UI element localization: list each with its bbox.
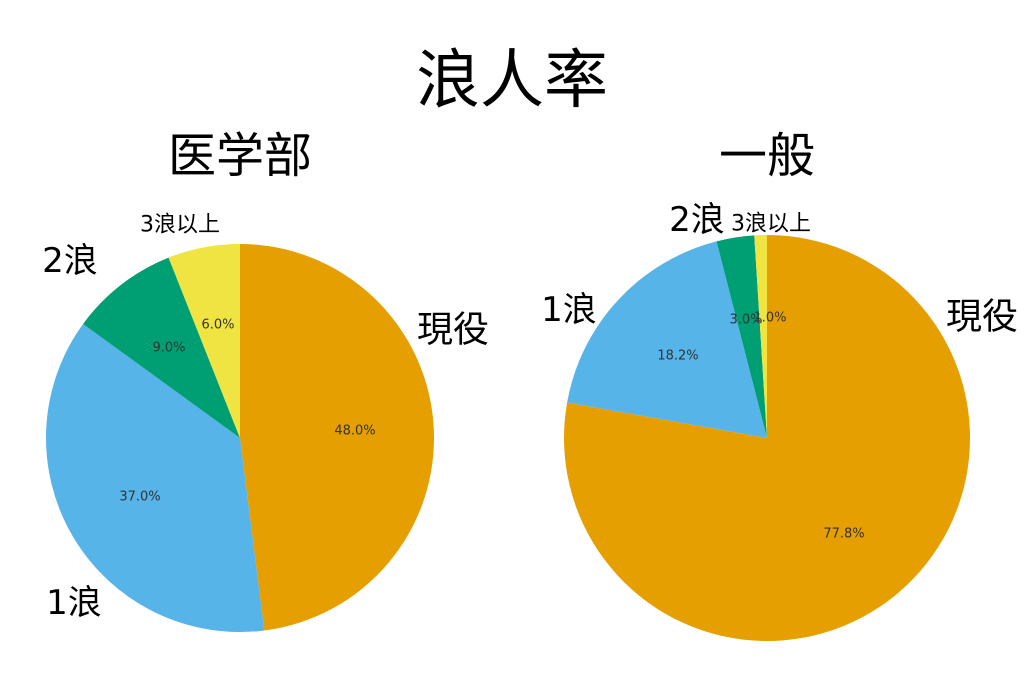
slice-label-general-3: 3浪以上	[731, 212, 811, 237]
pct-label-general-1: 18.2%	[657, 349, 698, 364]
pct-label-medical-2: 9.0%	[152, 341, 185, 356]
pct-label-medical-3: 6.0%	[201, 318, 234, 333]
slice-label-medical-1: 1浪	[46, 583, 102, 623]
slice-label-medical-3: 3浪以上	[140, 213, 220, 238]
slice-label-general-0: 現役	[946, 297, 1018, 338]
pie-title-medical: 医学部	[168, 128, 312, 184]
pie-chart-medical: 医学部 現役 1浪 2浪 3浪以上 48.0% 37.0% 9.0% 6.0%	[42, 128, 489, 632]
pie-slice-general-3	[754, 235, 767, 438]
figure-title: 浪人率	[416, 44, 608, 118]
slice-label-general-1: 1浪	[541, 290, 597, 330]
slice-label-medical-0: 現役	[417, 310, 489, 351]
pct-label-general-3: 1.0%	[753, 311, 786, 326]
pie-slice-medical-1	[46, 323, 265, 632]
pct-label-general-2: 3.0%	[729, 313, 762, 328]
slice-label-general-2: 2浪	[669, 200, 725, 240]
pie-slice-medical-0	[240, 244, 435, 631]
pie-slice-general-1	[567, 241, 767, 438]
pie-slice-general-0	[564, 235, 970, 642]
pct-label-medical-1: 37.0%	[119, 490, 160, 505]
pie-slice-medical-3	[168, 244, 240, 438]
pie-title-general: 一般	[719, 128, 815, 184]
pie-slice-general-2	[716, 235, 767, 438]
pct-label-general-0: 77.8%	[823, 527, 864, 542]
pct-label-medical-0: 48.0%	[334, 424, 375, 439]
pie-chart-general: 一般 現役 1浪 2浪 3浪以上 77.8% 18.2% 3.0%1.0%	[541, 128, 1018, 642]
pie-slice-medical-2	[83, 257, 240, 438]
slice-label-medical-2: 2浪	[42, 241, 98, 281]
